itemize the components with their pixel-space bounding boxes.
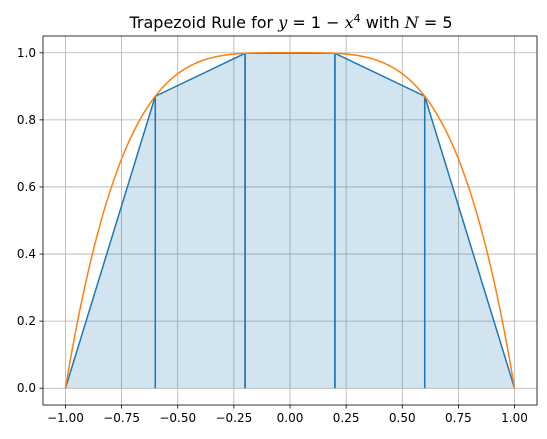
x-tick-label: −0.75 [103,411,140,425]
x-tick-label: 0.75 [445,411,472,425]
trapezoid-fill [334,53,425,389]
trapezoid-fill [245,53,335,389]
chart-title: Trapezoid Rule for y = 1 − x4 with N = 5 [129,12,453,32]
x-tick-label: −0.50 [159,411,196,425]
x-tick-label: −1.00 [47,411,84,425]
x-tick-label: 1.00 [501,411,528,425]
y-tick-label: 0.2 [17,314,36,328]
trapezoid-fill [155,53,246,389]
x-tick-label: 0.25 [333,411,360,425]
y-tick-label: 0.4 [17,247,36,261]
grid [43,36,537,405]
y-tick-label: 0.6 [17,180,36,194]
y-tick-label: 0.0 [17,381,36,395]
x-tick-label: 0.00 [277,411,304,425]
trapezoid-fills [65,53,515,389]
function-curve [64,52,516,389]
y-tick-label: 1.0 [17,46,36,60]
y-tick-label: 0.8 [17,113,36,127]
x-tick-label: 0.50 [389,411,416,425]
x-tick-label: −0.25 [215,411,252,425]
function-curve-layer [64,52,516,389]
axis-ticks: −1.00 −0.75 −0.50 −0.25 0.00 0.25 0.50 0.75 1.00… [17,46,528,425]
